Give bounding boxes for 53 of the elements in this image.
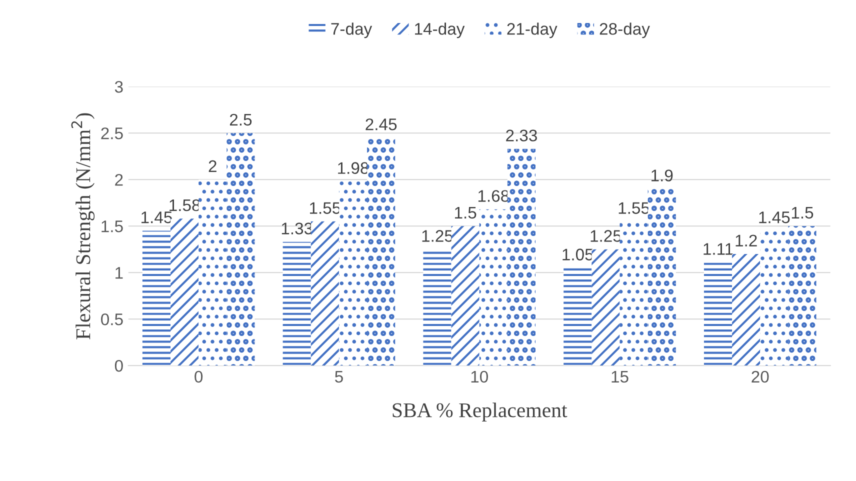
bar [704,262,732,366]
x-tick-label: 15 [612,371,628,383]
x-tick-label: 10 [471,370,488,383]
data-label: 1.5 [792,206,814,219]
data-label: 1.58 [170,199,200,212]
data-label: 1.25 [590,230,622,242]
bar [732,254,760,366]
bar [507,148,536,366]
x-tick-label: 0 [194,370,203,383]
y-axis-title: Flexural Strength (N/mm$^{2}$) [71,113,95,340]
bar [760,230,788,366]
legend-label: 28-day [600,22,650,38]
data-label: 1.25 [422,230,453,242]
y-tick-label: 1 [116,267,123,279]
y-tick-label: 0.5 [101,313,123,326]
data-label: 1.45 [759,212,790,224]
bar [788,226,816,366]
data-label: 1.5 [455,206,476,219]
y-tick-label: 1.5 [102,220,123,232]
bar [226,133,255,366]
data-label: 1.2 [736,234,757,246]
bar [310,221,339,366]
bar [198,180,227,366]
data-label: 1.98 [338,162,369,174]
bar [367,138,396,366]
bar [479,209,508,366]
legend-label: 7-day [331,22,372,38]
bar [648,188,676,366]
bar [282,242,311,366]
data-label: 2.45 [366,118,397,130]
bar [142,230,171,366]
x-tick-label: 5 [335,371,343,383]
y-tick-label: 0 [114,360,123,372]
bar [451,226,480,366]
data-label: 2.5 [230,114,252,126]
x-axis-title: SBA % Replacement [392,402,568,422]
bar [592,249,620,366]
legend-label: 14-day [415,22,465,38]
data-label: 1.9 [652,170,673,182]
data-label: 1.11 [704,243,733,255]
data-label: 1.05 [562,248,594,260]
legend-label: 21-day [507,22,558,38]
bar [170,218,199,366]
x-tick-label: 20 [752,370,769,383]
y-tick-label: 2 [115,174,123,186]
bar [564,268,592,366]
y-tick-label: 3 [114,80,123,93]
data-label: 1.45 [142,212,172,224]
bar [338,181,368,366]
bar [620,221,648,366]
data-label: 2.33 [506,130,537,142]
y-tick-label: 2.5 [101,127,123,140]
data-label: 2 [208,160,216,172]
